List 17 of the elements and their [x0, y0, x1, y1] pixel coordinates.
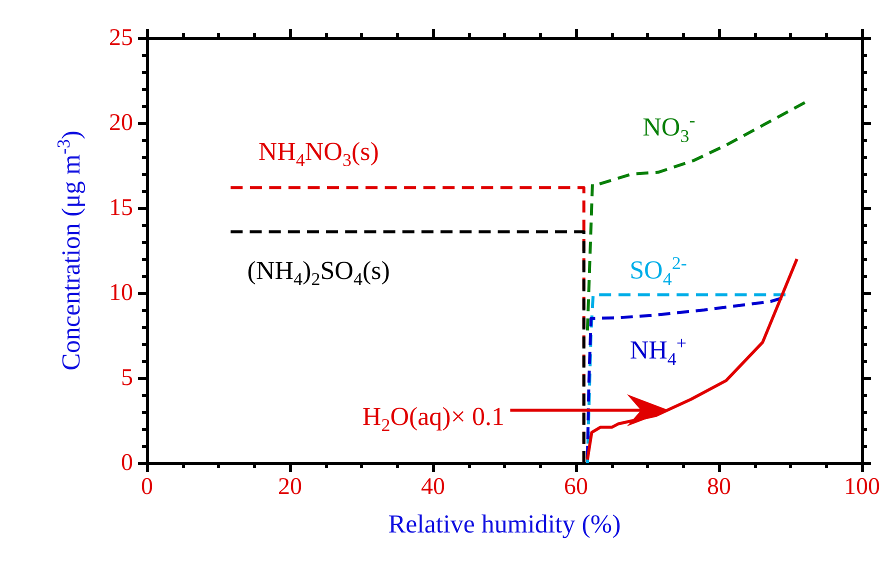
- text: H$_{2}$O(aq)× 0.1: [362, 402, 504, 435]
- y-tick-label: 25: [109, 25, 133, 51]
- x-tick-label: 0: [141, 474, 153, 500]
- y-axis-title: Concentration (μg m-3): [54, 130, 86, 370]
- y-tick-label: 15: [109, 195, 133, 221]
- x-tick-label: 40: [421, 474, 445, 500]
- series-label: NH$_{4}$NO$_{3}$(s): [258, 136, 379, 170]
- y-tick-label: 5: [121, 365, 133, 391]
- y-tick-label: 10: [109, 280, 133, 306]
- x-axis-title: Relative humidity (%): [388, 510, 621, 538]
- x-tick-label: 80: [707, 474, 731, 500]
- y-tick-label: 0: [121, 450, 133, 476]
- x-tick-label: 60: [564, 474, 588, 500]
- x-tick-label: 20: [278, 474, 302, 500]
- y-tick-label: 20: [109, 110, 133, 136]
- x-tick-label: 100: [844, 474, 880, 500]
- series-label: (NH$_{4}$)$_{2}$SO$_{4}$(s): [247, 256, 390, 289]
